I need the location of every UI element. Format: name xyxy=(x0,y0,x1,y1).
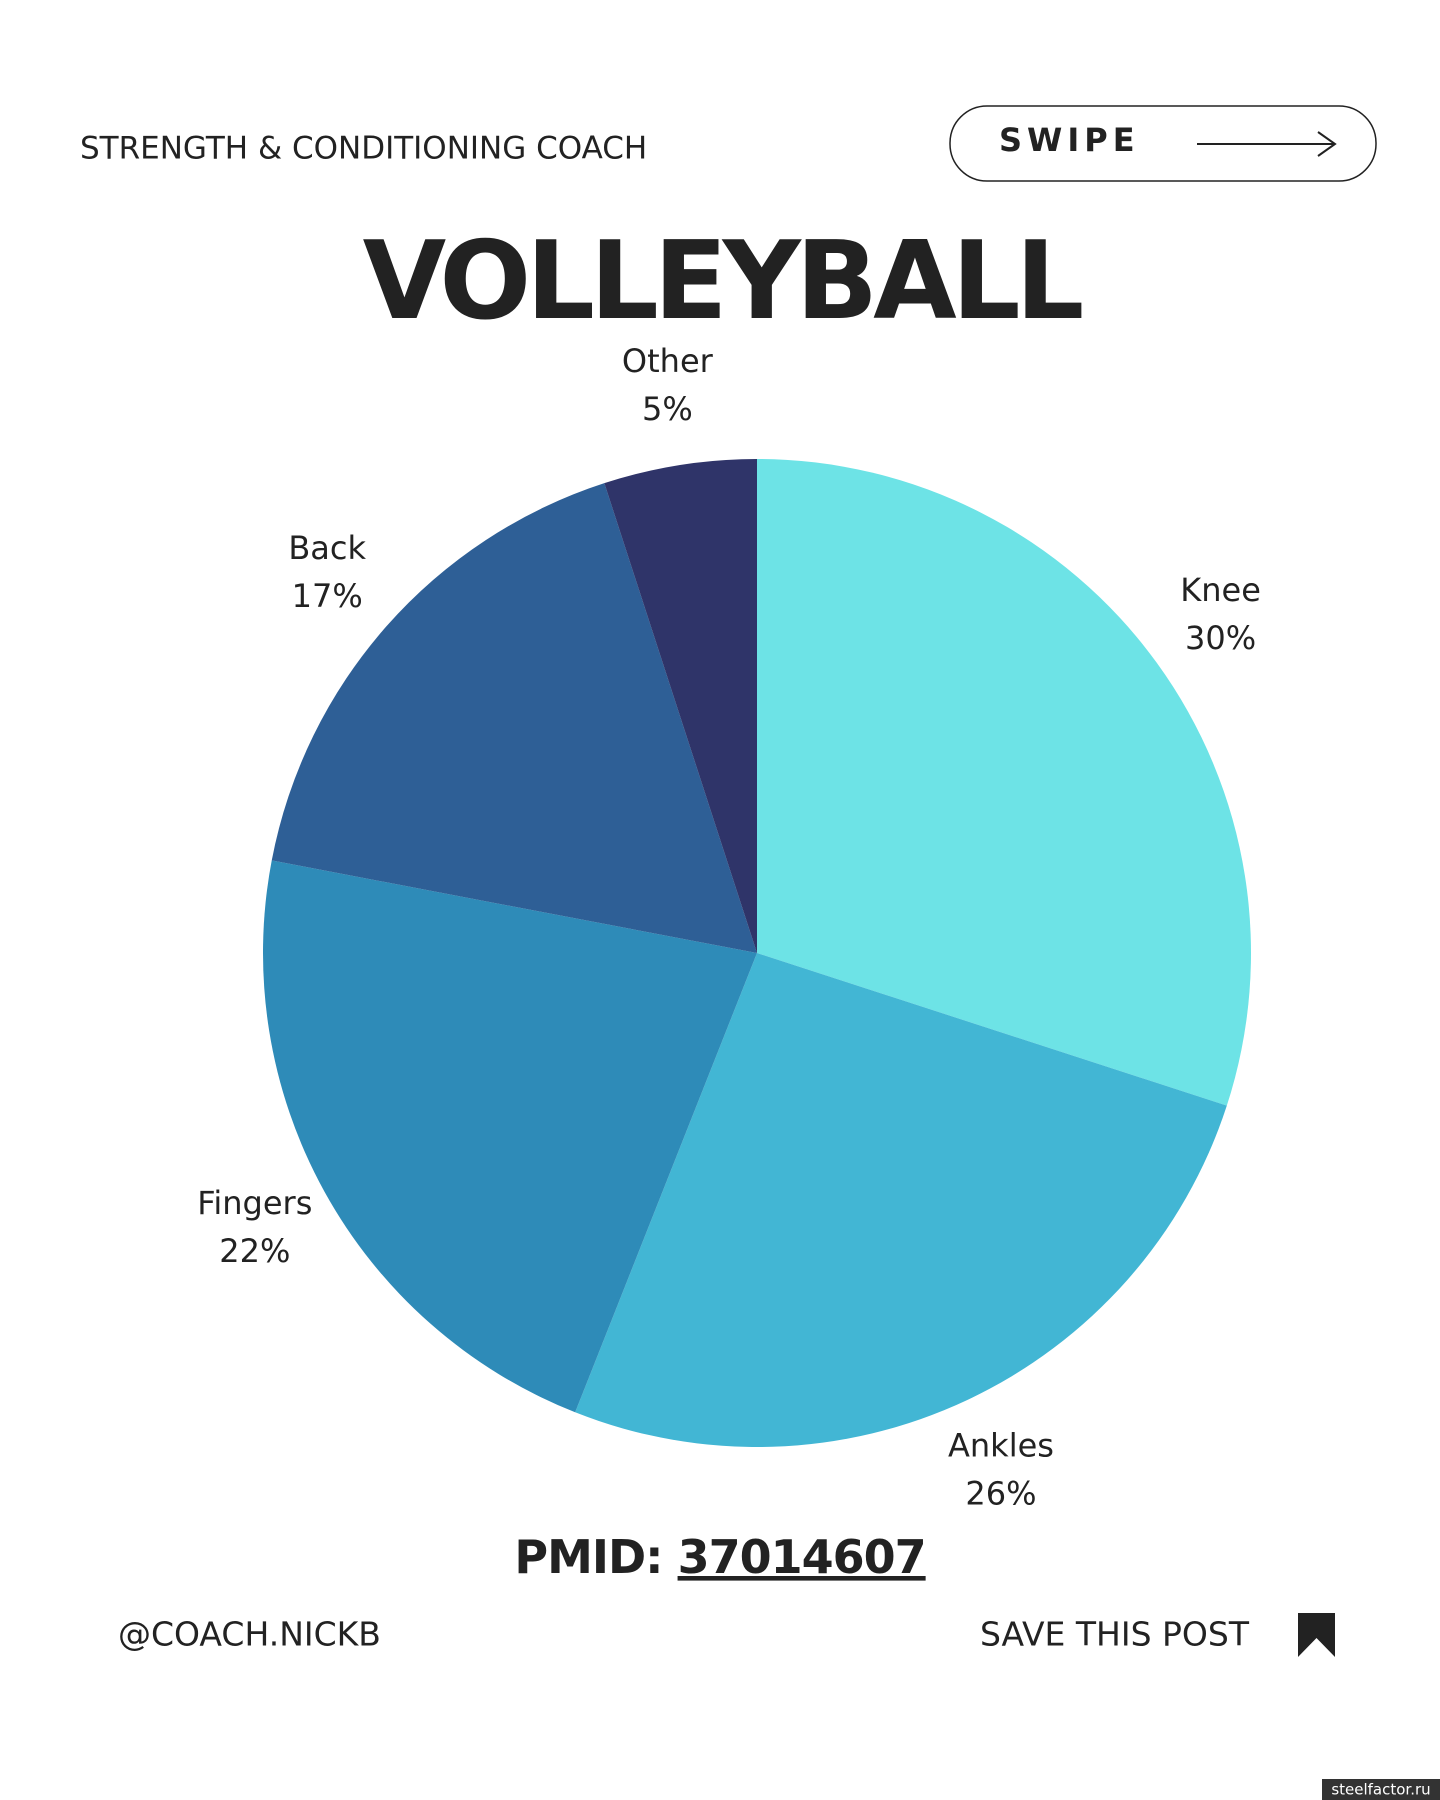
pie-slice xyxy=(757,459,1251,1106)
slice-label: Ankles xyxy=(948,1427,1054,1465)
pie: Knee 30% Ankles 26% Fingers 22% Back 17% Other 5% xyxy=(197,342,1261,1512)
slice-label: Fingers xyxy=(197,1184,312,1222)
source-id[interactable]: 37014607 xyxy=(678,1530,927,1584)
pie-slice xyxy=(604,459,757,953)
watermark-bg xyxy=(1322,1779,1440,1800)
bookmark-icon[interactable] xyxy=(1298,1613,1335,1657)
handle: @COACH.NICKB xyxy=(118,1615,381,1654)
slice-label: Other xyxy=(622,342,714,380)
slice-value: 17% xyxy=(292,577,363,615)
slice-label: Back xyxy=(288,529,366,567)
slice-value: 26% xyxy=(965,1475,1036,1513)
slice-value: 5% xyxy=(642,390,693,428)
watermark: steelfactor.ru xyxy=(1331,1781,1430,1799)
chart-title: VOLLEYBALL xyxy=(363,219,1082,344)
save-cta: SAVE THIS POST xyxy=(980,1615,1250,1654)
tagline: STRENGTH & CONDITIONING COACH xyxy=(80,131,647,167)
button-label[interactable]: SWIPE xyxy=(999,121,1140,159)
slice-value: 22% xyxy=(219,1232,290,1270)
button-outline[interactable] xyxy=(949,105,1377,182)
pie-slice xyxy=(575,953,1227,1447)
slice-label: Knee xyxy=(1180,571,1261,609)
pie-slice xyxy=(271,483,757,953)
source: PMID: 37014607 xyxy=(514,1530,925,1584)
slice-value: 30% xyxy=(1185,619,1256,657)
pie-slice xyxy=(263,860,757,1413)
swipe-button[interactable]: SWIPE xyxy=(949,105,1377,182)
source-label: PMID: xyxy=(514,1530,662,1584)
arrow-icon[interactable] xyxy=(1197,131,1337,157)
